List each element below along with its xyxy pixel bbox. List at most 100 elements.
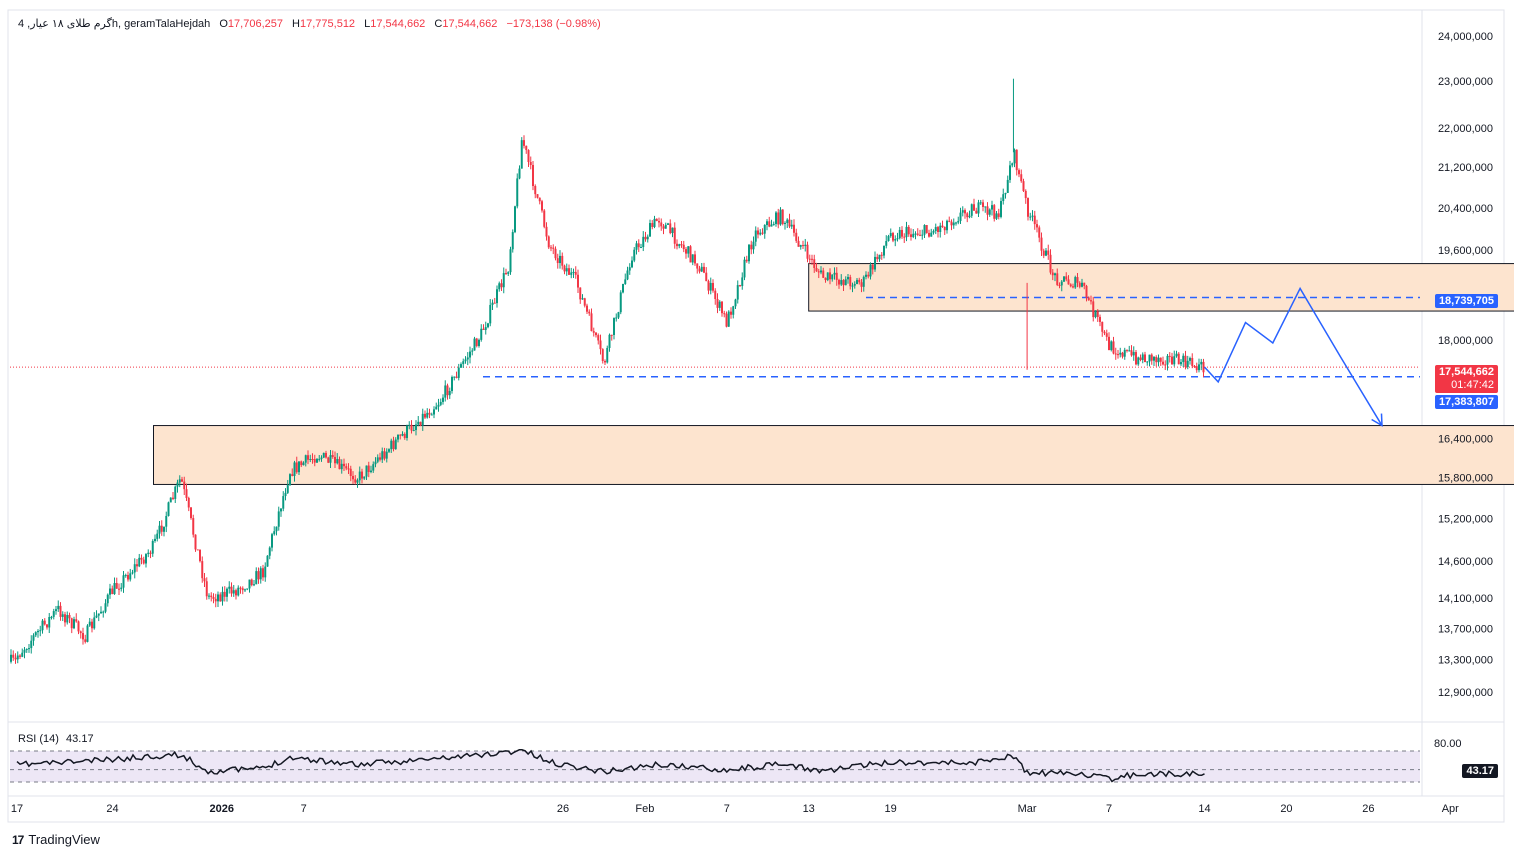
time-axis-label: 13 [803, 803, 815, 815]
rsi-band [10, 751, 1420, 782]
candle-body [745, 259, 748, 262]
candle-body [1128, 350, 1131, 352]
tradingview-brand[interactable]: 17 TradingView [12, 832, 100, 847]
candle-body [291, 474, 294, 476]
candle-body [667, 223, 669, 225]
symbol-title[interactable]: گرم طلای ۱۸ عیار, 4h, geramTalaHejdah [18, 18, 211, 30]
candle-body [246, 588, 249, 590]
candle-body [1141, 354, 1144, 360]
candle-body [343, 463, 345, 467]
candle-body [282, 496, 285, 509]
candle-body [565, 268, 568, 272]
candle-body [1119, 352, 1122, 355]
candle-body [331, 455, 334, 457]
brand-name: TradingView [28, 832, 100, 847]
candle-body [975, 210, 978, 214]
candle-body [1040, 237, 1043, 251]
candle-body [572, 271, 575, 273]
price-zone[interactable] [153, 425, 1514, 485]
time-axis-label: 7 [1106, 803, 1112, 815]
candle-body [313, 459, 316, 463]
candle-body [660, 222, 663, 227]
candle-body [646, 236, 649, 240]
candle-body [1182, 355, 1185, 363]
price-axis[interactable]: 24,000,000 23,000,000 22,000,000 21,200,000… [1438, 31, 1493, 699]
candle-body [820, 270, 822, 273]
candle-body [628, 267, 631, 271]
candle-body [1081, 282, 1083, 287]
candle-body [662, 226, 665, 229]
candle-body [624, 279, 627, 284]
candle-body [365, 465, 368, 477]
level-lower-tag[interactable]: 17,383,807 [1434, 395, 1498, 409]
candle-body [169, 497, 172, 503]
candle-body [23, 649, 26, 653]
candle-body [41, 620, 44, 631]
candle-body [570, 272, 573, 275]
candle-body [487, 323, 489, 328]
horizontal-levels[interactable] [10, 296, 1420, 378]
rsi-pane[interactable]: 80.00 [10, 738, 1462, 783]
candle-body [606, 347, 609, 363]
candle-body [588, 311, 591, 314]
candle-body [428, 412, 431, 415]
price-axis-label: 12,900,000 [1438, 687, 1493, 699]
candle-body [410, 424, 413, 431]
price-projection-drawing[interactable] [1203, 286, 1383, 427]
chart-frame [7, 9, 1505, 823]
candle-body [541, 201, 543, 211]
candle-body [1049, 254, 1052, 273]
candle-body [363, 476, 366, 479]
rsi-name[interactable]: RSI (14) [18, 733, 59, 745]
tradingview-logo-icon: 17 [12, 832, 24, 847]
candle-body [664, 224, 667, 229]
candle-body [599, 340, 602, 350]
candle-body [547, 236, 550, 248]
candle-body [158, 525, 161, 534]
price-axis-label: 23,000,000 [1438, 76, 1493, 88]
candle-body [199, 549, 201, 562]
candle-body [552, 247, 555, 249]
projection-path[interactable] [1203, 286, 1383, 426]
candle-body [358, 471, 361, 481]
candle-body [399, 434, 402, 436]
candle-body [266, 555, 269, 567]
candle-body [442, 397, 444, 402]
candle-body [853, 284, 856, 286]
candle-body [842, 280, 845, 286]
time-axis-label: 7 [724, 803, 730, 815]
level-upper-tag[interactable]: 18,739,705 [1434, 294, 1498, 308]
candle-body [617, 312, 620, 318]
candle-body [741, 277, 744, 287]
candle-body [723, 313, 726, 315]
candle-body [759, 232, 762, 235]
candle-body [491, 302, 494, 305]
candle-body [136, 564, 138, 567]
candle-body [84, 639, 87, 642]
candle-body [109, 588, 111, 595]
open-value: 17,706,257 [227, 18, 283, 30]
last-price-tag[interactable]: 17,544,662 01:47:42 [1434, 365, 1498, 393]
candle-body [106, 594, 109, 604]
candle-body [194, 534, 197, 550]
candle-body [865, 274, 867, 277]
candle-body [514, 206, 516, 233]
candle-body [592, 331, 595, 333]
candle-body [1085, 285, 1088, 298]
candle-body [1072, 286, 1074, 288]
price-zone[interactable] [808, 263, 1514, 312]
candle-body [559, 255, 561, 264]
candle-body [1153, 356, 1155, 361]
candle-body [181, 479, 183, 482]
rsi-axis-label: 80.00 [1434, 738, 1462, 750]
close-label: C [434, 18, 443, 30]
time-axis[interactable]: 17242026726Feb71319Mar7142026Apr713 [11, 803, 1514, 815]
candle-body [1189, 358, 1191, 361]
price-axis-label: 13,300,000 [1438, 655, 1493, 667]
candle-body [1083, 282, 1086, 286]
candle-body [131, 572, 134, 574]
candle-body [345, 466, 348, 469]
candle-body [914, 233, 917, 235]
supply-demand-zones[interactable] [153, 263, 1514, 485]
